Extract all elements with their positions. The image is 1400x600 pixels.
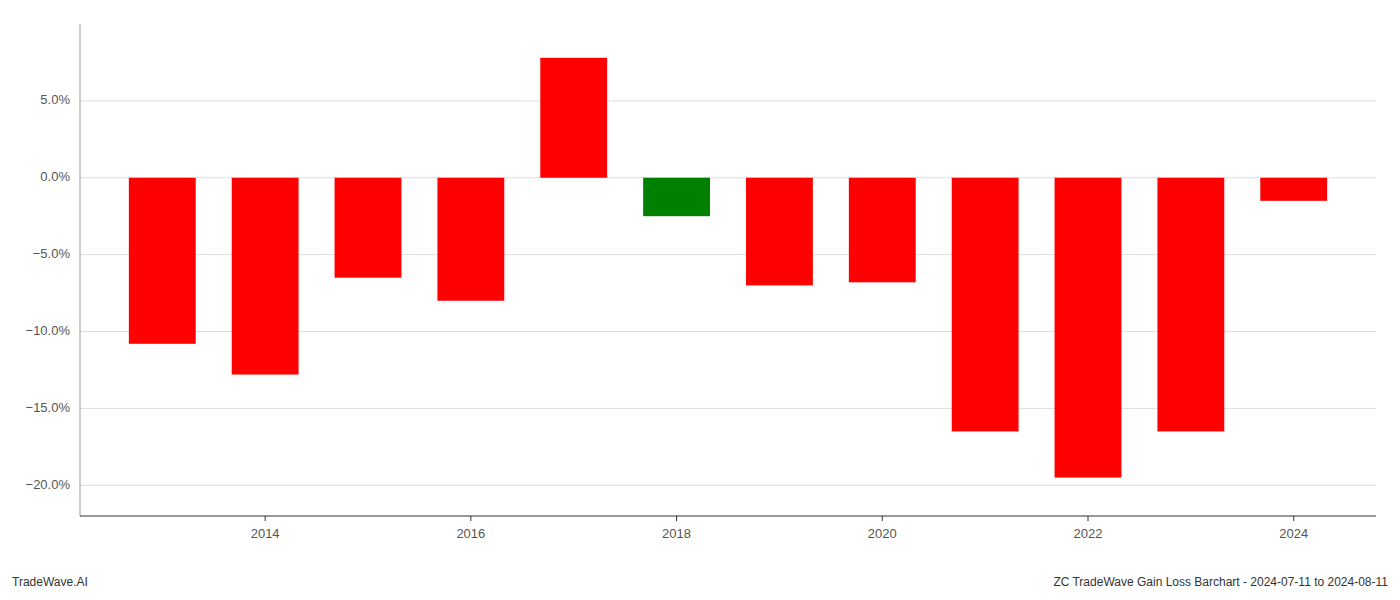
y-tick-label: −5.0% bbox=[33, 246, 71, 261]
x-tick bbox=[676, 516, 677, 521]
bar bbox=[1260, 178, 1327, 201]
y-tick-label: 0.0% bbox=[40, 169, 70, 184]
x-tick bbox=[470, 516, 471, 521]
x-tick bbox=[1293, 516, 1294, 521]
bar bbox=[952, 178, 1019, 432]
bar bbox=[232, 178, 299, 375]
bar bbox=[1055, 178, 1122, 478]
bars bbox=[129, 58, 1327, 478]
x-tick-label: 2024 bbox=[1279, 526, 1308, 541]
footer-text: ZC TradeWave Gain Loss Barchart - 2024-0… bbox=[1053, 575, 1388, 589]
x-axis-line bbox=[80, 515, 1376, 516]
footer-text: TradeWave.AI bbox=[12, 575, 88, 589]
bar bbox=[849, 178, 916, 283]
x-tick-label: 2014 bbox=[251, 526, 280, 541]
y-tick-label: 5.0% bbox=[40, 92, 70, 107]
y-axis: −20.0% −15.0% −10.0% −5.0% 0.0% 5.0% bbox=[26, 24, 80, 516]
bar bbox=[335, 178, 402, 278]
y-axis-line bbox=[80, 24, 81, 516]
x-axis: 2014 2016 2018 2020 2022 2024 bbox=[80, 516, 1376, 541]
bar bbox=[437, 178, 504, 301]
bar bbox=[129, 178, 196, 344]
x-tick-label: 2022 bbox=[1074, 526, 1103, 541]
chart-container: −20.0%−15.0%−10.0%−5.0%0.0%5.0%201420162… bbox=[0, 0, 1400, 600]
footer: TradeWave.AI ZC TradeWave Gain Loss Barch… bbox=[12, 575, 1388, 589]
y-tick-label: −20.0% bbox=[26, 477, 71, 492]
bar bbox=[540, 58, 607, 178]
y-tick-label: −15.0% bbox=[26, 400, 71, 415]
x-tick bbox=[265, 516, 266, 521]
x-tick-label: 2016 bbox=[456, 526, 485, 541]
bar bbox=[643, 178, 710, 216]
x-tick bbox=[882, 516, 883, 521]
x-tick-label: 2020 bbox=[868, 526, 897, 541]
chart-svg: −20.0%−15.0%−10.0%−5.0%0.0%5.0%201420162… bbox=[0, 0, 1400, 600]
x-tick-label: 2018 bbox=[662, 526, 691, 541]
bar bbox=[746, 178, 813, 286]
bar bbox=[1157, 178, 1224, 432]
y-tick-label: −10.0% bbox=[26, 323, 71, 338]
grid-line bbox=[80, 100, 1376, 101]
x-tick bbox=[1088, 516, 1089, 521]
grid-line bbox=[80, 485, 1376, 486]
grid bbox=[80, 101, 1376, 485]
